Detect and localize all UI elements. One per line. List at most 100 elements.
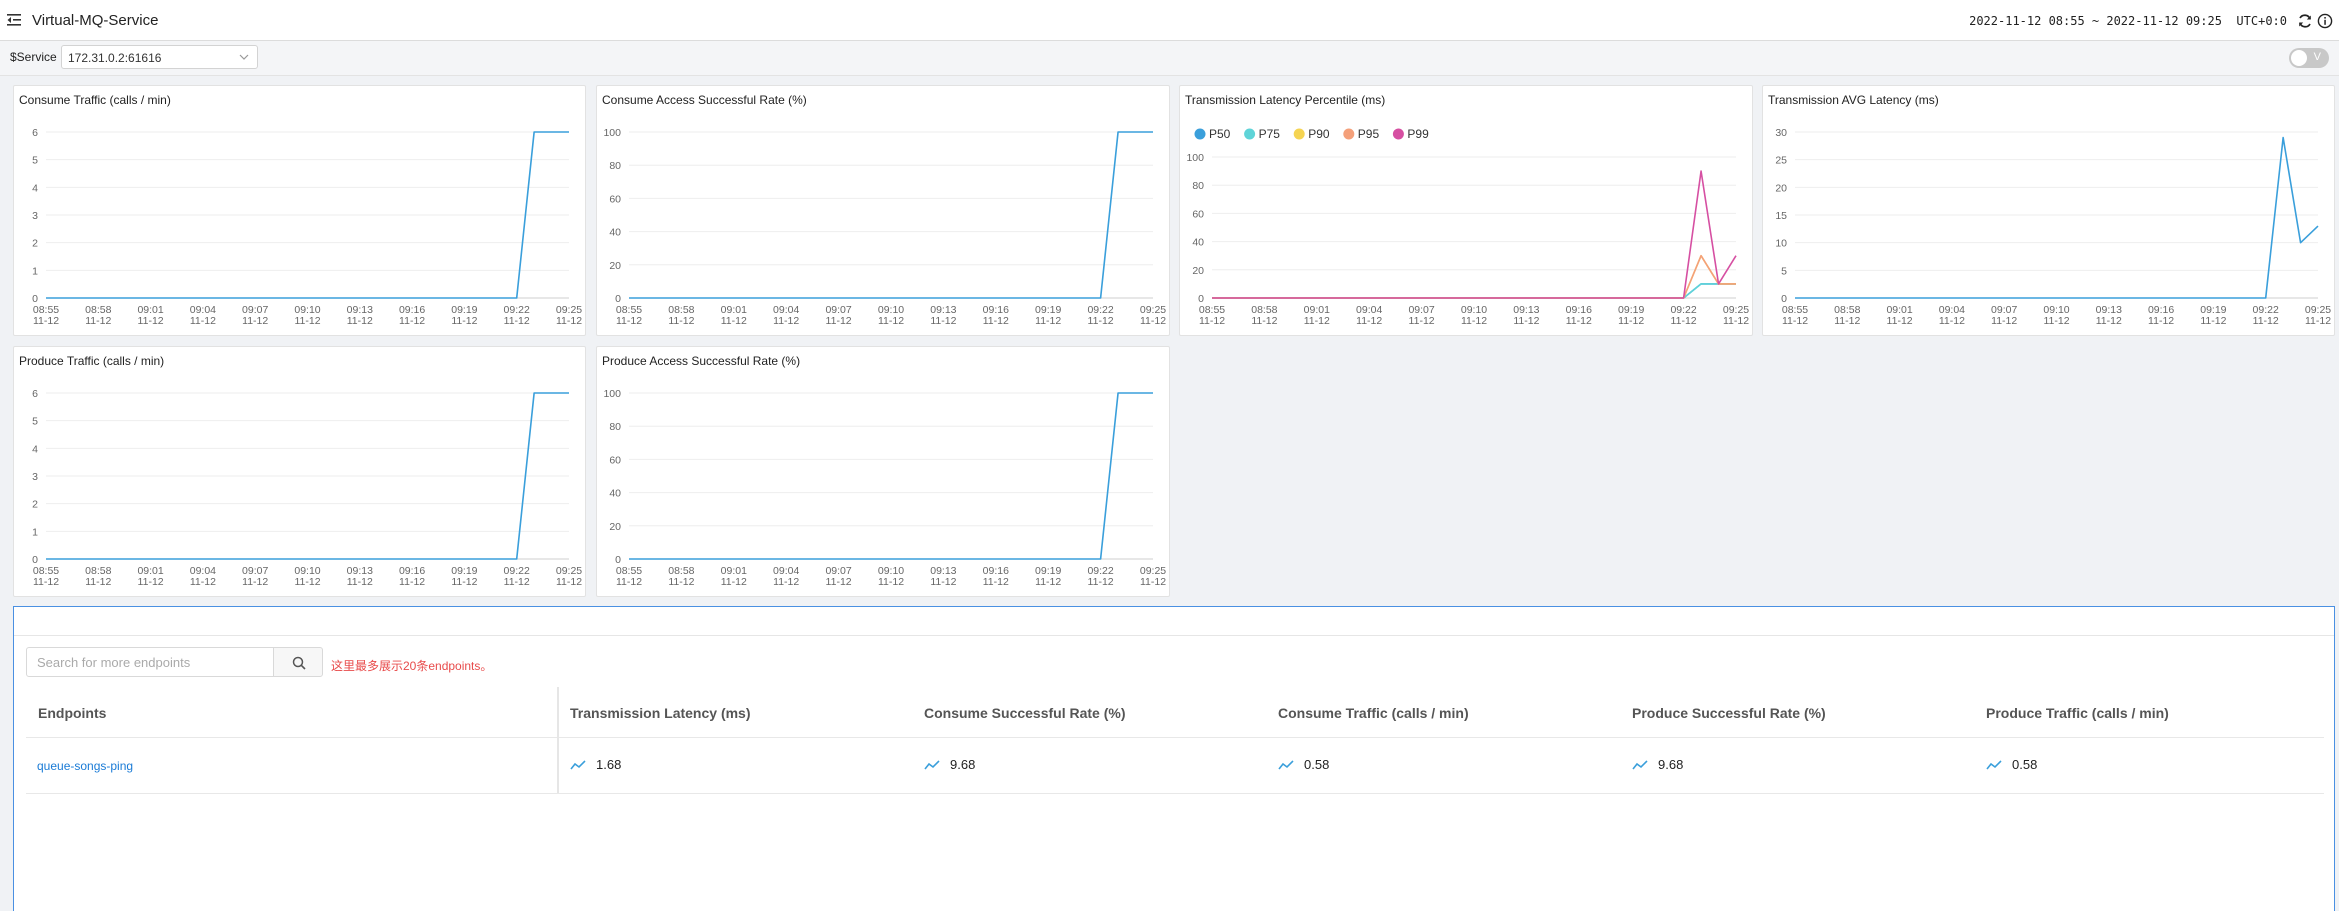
x-tick-label: 09:04 xyxy=(773,304,799,316)
x-tick-date-label: 11-12 xyxy=(2253,315,2279,327)
chart-consume-success-rate: 02040608010008:5511-1208:5811-1209:0111-… xyxy=(603,127,1166,327)
y-tick-label: 10 xyxy=(1775,238,1787,250)
legend-marker[interactable] xyxy=(1392,128,1404,140)
x-tick-date-label: 11-12 xyxy=(1782,315,1808,327)
x-tick-date-label: 11-12 xyxy=(1939,315,1965,327)
x-tick-date-label: 11-12 xyxy=(1887,315,1913,327)
x-tick-label: 09:10 xyxy=(294,565,320,577)
x-tick-label: 08:55 xyxy=(1782,304,1808,316)
endpoint-link[interactable]: queue-songs-ping xyxy=(37,759,134,773)
time-range-text: 2022-11-12 08:55 ~ 2022-11-12 09:25 xyxy=(1969,14,2222,28)
endpoints-panel: 这里最多展示20条endpoints。 Endpoints Transmissi… xyxy=(13,606,2335,911)
endpoint-search-input[interactable] xyxy=(26,647,274,677)
x-tick-date-label: 11-12 xyxy=(2305,315,2331,327)
y-tick-label: 4 xyxy=(32,443,38,455)
x-tick-date-label: 11-12 xyxy=(2200,315,2226,327)
x-tick-label: 09:13 xyxy=(930,304,956,316)
chart-card-avg-latency: Transmission AVG Latency (ms) 0 5 10 15 20 25… xyxy=(1762,85,2335,336)
legend-marker[interactable] xyxy=(1194,128,1206,140)
y-tick-label: 0 xyxy=(615,293,621,305)
x-tick-label: 09:01 xyxy=(1304,304,1330,316)
legend-marker[interactable] xyxy=(1343,128,1355,140)
time-range-picker[interactable]: 2022-11-12 08:55 ~ 2022-11-12 09:25 UTC+… xyxy=(1969,14,2287,28)
x-tick-label: 09:16 xyxy=(2148,304,2174,316)
metric-transmission-latency[interactable]: 1.68 xyxy=(570,757,621,772)
x-tick-date-label: 11-12 xyxy=(451,315,477,327)
page-title: Virtual-MQ-Service xyxy=(32,12,159,29)
x-tick-date-label: 11-12 xyxy=(2096,315,2122,327)
x-tick-label: 09:01 xyxy=(1886,304,1912,316)
y-tick-label: 20 xyxy=(609,521,621,533)
y-tick-label: 20 xyxy=(1192,265,1204,277)
x-tick-label: 09:25 xyxy=(1140,304,1166,316)
x-tick-date-label: 11-12 xyxy=(773,315,799,327)
x-tick-label: 09:19 xyxy=(1035,565,1061,577)
x-tick-date-label: 11-12 xyxy=(1618,315,1644,327)
legend-label[interactable]: P95 xyxy=(1358,127,1380,141)
x-tick-date-label: 11-12 xyxy=(1035,576,1061,588)
chart-latency-percentile: 02040608010008:5511-1208:5811-1209:0111-… xyxy=(1186,127,1749,327)
legend-label[interactable]: P75 xyxy=(1259,127,1281,141)
metric-value: 9.68 xyxy=(950,757,976,772)
x-tick-label: 09:07 xyxy=(1408,304,1434,316)
x-tick-date-label: 11-12 xyxy=(1723,315,1749,327)
x-tick-date-label: 11-12 xyxy=(138,315,164,327)
x-tick-date-label: 11-12 xyxy=(1251,315,1277,327)
x-tick-label: 09:25 xyxy=(1140,565,1166,577)
metric-produce-success-rate[interactable]: 9.68 xyxy=(1632,757,1683,772)
x-tick-date-label: 11-12 xyxy=(399,315,425,327)
column-header-transmission-latency: Transmission Latency (ms) xyxy=(570,705,751,721)
legend-label[interactable]: P99 xyxy=(1407,127,1429,141)
x-tick-label: 09:04 xyxy=(190,304,216,316)
info-icon[interactable] xyxy=(2317,13,2333,29)
x-tick-date-label: 11-12 xyxy=(1834,315,1860,327)
x-tick-date-label: 11-12 xyxy=(1140,576,1166,588)
x-tick-label: 09:01 xyxy=(137,304,163,316)
chart-consume-traffic: 012345608:5511-1208:5811-1209:0111-1209:… xyxy=(32,127,582,327)
series-line xyxy=(1795,136,2319,299)
service-select[interactable]: 172.31.0.2:61616 xyxy=(61,45,258,69)
x-tick-date-label: 11-12 xyxy=(826,315,852,327)
y-tick-label: 5 xyxy=(32,155,38,167)
x-tick-date-label: 11-12 xyxy=(85,315,111,327)
y-tick-label: 1 xyxy=(32,265,38,277)
x-tick-date-label: 11-12 xyxy=(1035,315,1061,327)
y-tick-label: 40 xyxy=(609,488,621,500)
x-tick-label: 08:55 xyxy=(33,304,59,316)
chart-card-consume-success-rate: Consume Access Successful Rate (%) 0 20 40… xyxy=(596,85,1170,336)
y-tick-label: 1 xyxy=(32,526,38,538)
x-tick-date-label: 11-12 xyxy=(616,576,642,588)
endpoint-limit-hint: 这里最多展示20条endpoints。 xyxy=(331,659,493,673)
y-tick-label: 40 xyxy=(1192,237,1204,249)
series-line-p50 xyxy=(1212,283,1736,299)
search-button[interactable] xyxy=(273,647,323,677)
x-tick-label: 09:07 xyxy=(242,304,268,316)
x-tick-label: 09:16 xyxy=(1566,304,1592,316)
x-tick-date-label: 11-12 xyxy=(1409,315,1435,327)
x-tick-label: 09:07 xyxy=(825,565,851,577)
y-tick-label: 0 xyxy=(615,554,621,566)
x-tick-label: 09:04 xyxy=(773,565,799,577)
x-tick-label: 09:04 xyxy=(1939,304,1965,316)
x-tick-label: 09:19 xyxy=(451,565,477,577)
menu-collapse-icon[interactable] xyxy=(6,12,22,28)
legend-marker[interactable] xyxy=(1244,128,1256,140)
chart-avg-latency: 05101520253008:5511-1208:5811-1209:0111-… xyxy=(1775,127,2331,327)
legend-label[interactable]: P90 xyxy=(1308,127,1330,141)
refresh-icon[interactable] xyxy=(2297,13,2313,29)
view-toggle[interactable]: V xyxy=(2289,48,2329,68)
legend-marker[interactable] xyxy=(1293,128,1305,140)
legend-label[interactable]: P50 xyxy=(1209,127,1231,141)
column-header-consume-traffic: Consume Traffic (calls / min) xyxy=(1278,705,1469,721)
x-tick-date-label: 11-12 xyxy=(347,576,373,588)
x-tick-label: 09:13 xyxy=(1513,304,1539,316)
x-tick-date-label: 11-12 xyxy=(242,315,268,327)
metric-consume-traffic[interactable]: 0.58 xyxy=(1278,757,1329,772)
y-tick-label: 20 xyxy=(609,260,621,272)
metric-consume-success-rate[interactable]: 9.68 xyxy=(924,757,975,772)
x-tick-date-label: 11-12 xyxy=(190,576,216,588)
chart-card-produce-success-rate: Produce Access Successful Rate (%) 0 20 40… xyxy=(596,346,1170,597)
chart-title: Transmission AVG Latency (ms) xyxy=(1768,93,1939,107)
metric-produce-traffic[interactable]: 0.58 xyxy=(1986,757,2037,772)
x-tick-date-label: 11-12 xyxy=(556,315,582,327)
